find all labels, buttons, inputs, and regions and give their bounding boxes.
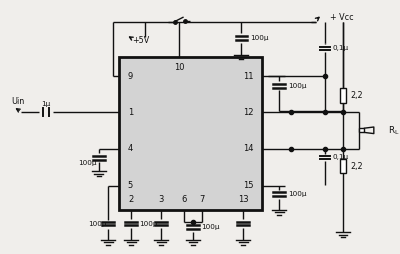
Text: 10: 10 [174,63,184,72]
Text: 100μ: 100μ [288,83,306,89]
Text: 100μ: 100μ [139,220,158,227]
Text: 14: 14 [243,144,253,153]
Bar [359,128,364,132]
Text: 13: 13 [238,195,248,204]
Text: 2,2: 2,2 [350,162,363,171]
Text: 0,1μ: 0,1μ [332,45,348,51]
Text: 7: 7 [199,195,204,204]
Text: 1: 1 [128,107,133,117]
Text: 100μ: 100μ [288,191,306,197]
Text: 9: 9 [128,72,133,81]
Text: 3: 3 [158,195,164,204]
Text: 0,1μ: 0,1μ [332,154,348,161]
Text: 100μ: 100μ [250,35,268,41]
Text: 100μ: 100μ [201,224,219,230]
Text: 11: 11 [243,72,253,81]
Text: 2,2: 2,2 [350,91,363,100]
Text: 12: 12 [243,107,253,117]
Bar [340,159,346,173]
Text: 100μ: 100μ [88,220,106,227]
Text: 1μ: 1μ [41,101,50,107]
Text: 100μ: 100μ [78,160,97,166]
Text: 4: 4 [128,144,133,153]
Bar [119,57,262,210]
Text: 6: 6 [181,195,187,204]
Text: 5: 5 [128,181,133,190]
Text: + Vcc: + Vcc [330,12,354,22]
Bar [340,88,346,103]
Text: 15: 15 [243,181,253,190]
Text: Uin: Uin [11,97,24,106]
Text: R$_\mathsf{L}$: R$_\mathsf{L}$ [388,124,400,137]
Text: +5V: +5V [132,36,149,45]
Text: 2: 2 [129,195,134,204]
